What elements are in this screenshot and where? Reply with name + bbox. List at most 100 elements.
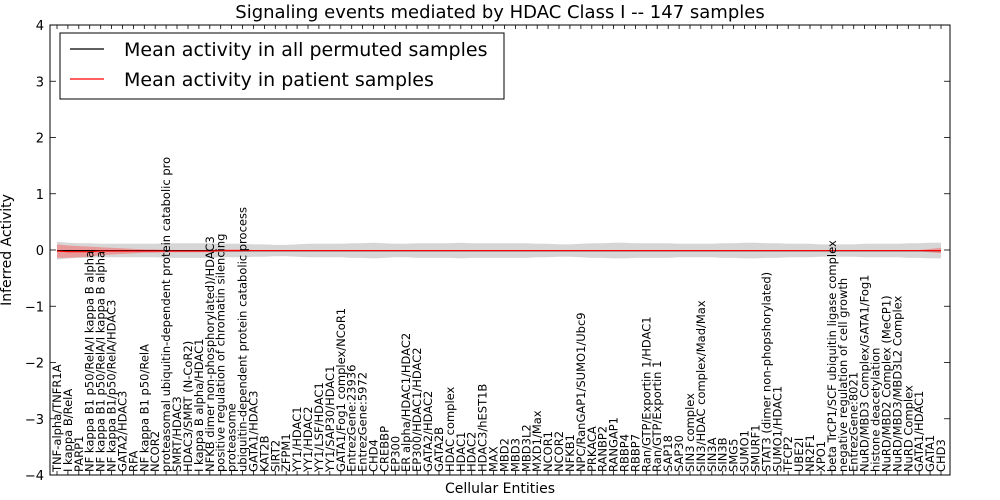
entity-label: PARP1	[72, 436, 86, 472]
y-axis-ticks: −4 −3 −2 −1 0 1 2 3 4	[25, 19, 950, 484]
entity-label: PRKACA	[585, 426, 599, 472]
entity-label: Ran/GTP/Exportin 1/HDAC1	[639, 316, 653, 472]
y-tick-label: 1	[36, 188, 44, 203]
entity-label: NuRD/MBD3/MBD3L2 Complex	[890, 295, 904, 471]
entity-label: GATA1/HDAC1	[912, 391, 926, 472]
entity-label: SAP30	[672, 435, 686, 472]
y-tick-label: 2	[36, 132, 44, 147]
entity-label: SIN3B	[716, 437, 730, 472]
entity-label: SIN3 complex	[683, 393, 697, 472]
entity-label: UBE2I	[792, 438, 806, 472]
entity-label: NuRD/MBD3 Complex/GATA1/Fog1	[858, 274, 872, 472]
entity-label: SMG5	[727, 439, 741, 472]
entity-label: KAT2B	[257, 435, 271, 472]
entity-label: histone deacetylation	[869, 348, 883, 472]
entity-label: NPC/RanGAP1/SUMO1/Ubc9	[574, 312, 588, 472]
y-tick-label: 3	[36, 75, 44, 90]
entity-label: EntrezGene:8021	[847, 372, 861, 472]
entity-label: HDAC1	[454, 432, 468, 472]
entity-label: YY1/LSF/HDAC1	[312, 382, 326, 473]
entity-label: SIRT2	[268, 440, 282, 472]
entity-label: EntrezGene:5972	[356, 372, 370, 472]
entity-label: NuRD/MBD2 Complex (MeCP1)	[879, 295, 893, 472]
entity-label: ZFPM1	[279, 433, 293, 472]
entity-label: YY1/HDAC1	[290, 406, 304, 473]
entity-label: HDAC complex	[443, 386, 457, 472]
entity-label: MBD3	[508, 438, 522, 472]
x-tick-marks	[56, 25, 942, 475]
entity-label: CHD4	[367, 439, 381, 472]
entity-label: NCOR1	[541, 431, 555, 472]
entity-label: XPO1	[814, 441, 828, 472]
entity-label: CREBBP	[377, 426, 391, 472]
entity-label: EP300	[388, 436, 402, 472]
entity-label: EP300/HDAC1/HDAC2	[410, 347, 424, 472]
entity-label: positive regulation of chromatin silenci…	[214, 234, 228, 472]
entity-label: GATA2B	[432, 427, 446, 472]
entity-label: NFKB1	[563, 434, 577, 472]
entity-label: NCOR2	[552, 431, 566, 472]
entity-label: I kappa B alpha/HDAC1	[192, 339, 206, 472]
entity-label: negative regulation of cell growth	[836, 278, 850, 472]
y-tick-label: −4	[25, 469, 44, 484]
entity-label: ER alpha/HDAC1/HDAC2	[399, 333, 413, 472]
entity-label: I kappa B/RelA	[61, 389, 75, 472]
entity-label: SIN3A	[705, 437, 719, 472]
entity-label: HDAC3/hEST1B	[476, 384, 490, 472]
y-tick-label: 4	[36, 19, 44, 34]
y-tick-label: −3	[25, 413, 44, 428]
entity-label: SMURF1	[749, 424, 763, 472]
legend-label-patient: Mean activity in patient samples	[124, 69, 434, 91]
entity-label: ubiquitin-dependent protein catabolic pr…	[236, 207, 250, 472]
entity-label: EntrezGene:23936	[345, 365, 359, 472]
entity-label: proteasome	[225, 403, 239, 472]
y-tick-label: −1	[25, 300, 44, 315]
entity-label: TFCP2	[781, 436, 795, 473]
entity-label: SMRT/HDAC3	[170, 396, 184, 472]
y-axis-label: Inferred Activity	[0, 194, 15, 306]
entity-label: NF kappa B1 p50/RelA	[137, 344, 151, 472]
legend-box	[59, 32, 505, 100]
entity-label: NF kappa B1 p50/RelA/I kappa B alpha	[83, 251, 97, 472]
entity-label: Ran/GTP/Exportin 1	[650, 361, 664, 472]
entity-label: RANBP2	[596, 426, 610, 472]
legend: Mean activity in all permuted samples Me…	[59, 32, 505, 100]
line-layer	[56, 250, 941, 253]
entity-label: MBD2	[498, 438, 512, 472]
y-tick-label: 0	[36, 244, 44, 259]
entity-label: SAP18	[661, 435, 675, 472]
entity-label: NCOR2	[148, 431, 162, 472]
entity-label: NR2F1	[803, 434, 817, 472]
y-tick-label: −2	[25, 357, 44, 372]
legend-label-permuted: Mean activity in all permuted samples	[124, 39, 487, 61]
entity-label: CHD3	[934, 439, 948, 472]
entity-label: SIN3/HDAC complex/Mad/Max	[694, 300, 708, 472]
entity-label: HDAC3/SMRT (N-CoR2)	[181, 341, 195, 472]
entity-label: proteasomal ubiquitin-dependent protein …	[159, 157, 173, 472]
entity-label: MXD1/Max	[530, 410, 544, 472]
entity-label: RFA	[126, 450, 140, 472]
entity-label: YY1/HDAC2	[301, 406, 315, 473]
entity-label: RANGAP1	[607, 417, 621, 472]
entity-label: GATA1/HDAC3	[246, 391, 260, 472]
entity-label: NFKB dimer non-phosphorylated)/HDAC3	[203, 236, 217, 472]
entity-label: GATA2/HDAC3	[116, 391, 130, 472]
series-line-patient	[56, 250, 941, 253]
entity-label: NF kappa B1/p50/RelA/HDAC3	[105, 300, 119, 472]
chart-title: Signaling events mediated by HDAC Class …	[235, 2, 764, 23]
entity-label: GATA1/Fog1 complex/NCoR1	[334, 308, 348, 472]
entity-label: HDAC2	[465, 432, 479, 472]
entity-label: NF kappa B1 p50/RelA/I kappa B alpha	[94, 251, 108, 472]
entity-label: GATA2/HDAC2	[421, 391, 435, 472]
entity-label: RBBP4	[618, 434, 632, 472]
x-axis-label: Cellular Entities	[445, 481, 555, 497]
plot-frame	[49, 24, 951, 476]
entity-label: TNF-alpha/TNFR1A	[50, 364, 64, 473]
entity-label: MAX	[487, 446, 501, 472]
entity-label: RBBP7	[628, 434, 642, 472]
entity-label: YY1/SAP30/HDAC1	[323, 366, 337, 473]
entity-label: STAT3 (dimer non-phopshorylated)	[759, 272, 773, 472]
entity-label: beta TrCP1/SCF ubiquitin ligase complex	[825, 240, 839, 472]
